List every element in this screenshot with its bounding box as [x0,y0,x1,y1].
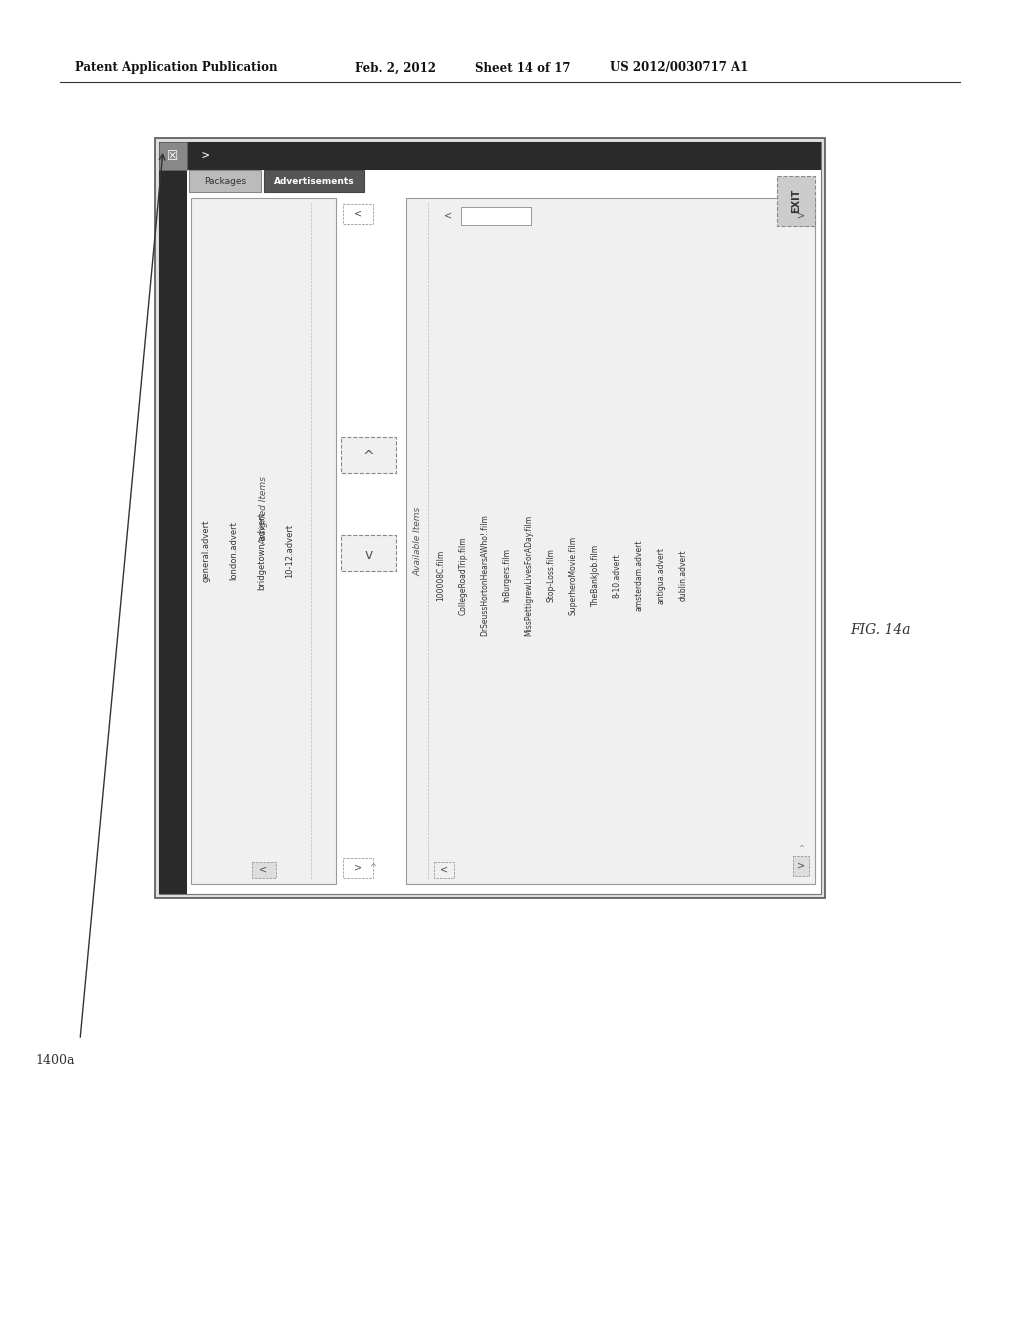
Bar [159,143,187,170]
Text: <: < [444,211,452,220]
Text: >: > [797,861,805,871]
Bar [191,198,336,884]
Text: 8-10.advert: 8-10.advert [612,553,622,598]
Text: DrSeussHortonHearsAWho!.film: DrSeussHortonHearsAWho!.film [480,515,489,636]
Text: Feb. 2, 2012: Feb. 2, 2012 [355,62,436,74]
Text: bridgetown.advert: bridgetown.advert [257,512,266,590]
Bar [343,858,373,878]
Text: v: v [365,548,373,562]
Text: dublin.advert: dublin.advert [679,549,687,601]
Bar [793,206,809,226]
Text: 100008C.film: 100008C.film [436,549,445,601]
Text: general.advert: general.advert [202,520,211,582]
Bar [461,207,531,224]
Text: london.advert: london.advert [229,521,239,581]
Bar [341,437,396,474]
Bar [189,170,261,191]
Bar [341,535,396,572]
Text: MissPettigrewLivesForADay.film: MissPettigrewLivesForADay.film [524,515,534,636]
Text: ^: ^ [370,863,377,873]
Text: <: < [440,865,449,875]
Bar [793,855,809,876]
Text: 10-12.advert: 10-12.advert [286,524,295,578]
Bar [159,143,187,894]
Bar [406,198,815,884]
Text: antigua.advert: antigua.advert [656,546,666,603]
Text: >: > [202,149,209,162]
Bar [264,170,364,191]
Text: <: < [354,209,362,219]
Text: ^: ^ [798,845,804,851]
Text: EXIT: EXIT [791,189,801,214]
Bar [343,205,373,224]
Text: amsterdam.advert: amsterdam.advert [635,540,643,611]
Text: ☒: ☒ [167,149,178,162]
Text: CollegeRoadTrip.film: CollegeRoadTrip.film [459,536,468,615]
Bar [155,139,825,898]
Text: Packages: Packages [204,177,246,186]
Text: InBurgers.film: InBurgers.film [503,548,512,602]
Text: Sheet 14 of 17: Sheet 14 of 17 [475,62,570,74]
Bar [187,143,821,170]
Text: Assigned Items: Assigned Items [259,477,268,545]
Text: SuperheroMovie.film: SuperheroMovie.film [568,536,578,615]
Bar [777,176,815,226]
Text: TheBankJob.film: TheBankJob.film [591,544,599,606]
Text: Advertisements: Advertisements [273,177,354,186]
Bar [252,862,275,878]
Text: >: > [797,211,805,220]
Bar [434,862,454,878]
Text: Stop-Loss.film: Stop-Loss.film [547,548,555,602]
Text: Patent Application Publication: Patent Application Publication [75,62,278,74]
Text: ^: ^ [362,450,375,465]
Text: 1400a: 1400a [35,1053,75,1067]
Text: US 2012/0030717 A1: US 2012/0030717 A1 [610,62,749,74]
Text: FIG. 14a: FIG. 14a [850,623,910,638]
Text: >: > [354,863,362,873]
Bar [159,143,821,894]
Text: <: < [259,865,267,875]
Text: Available Items: Available Items [414,507,423,576]
